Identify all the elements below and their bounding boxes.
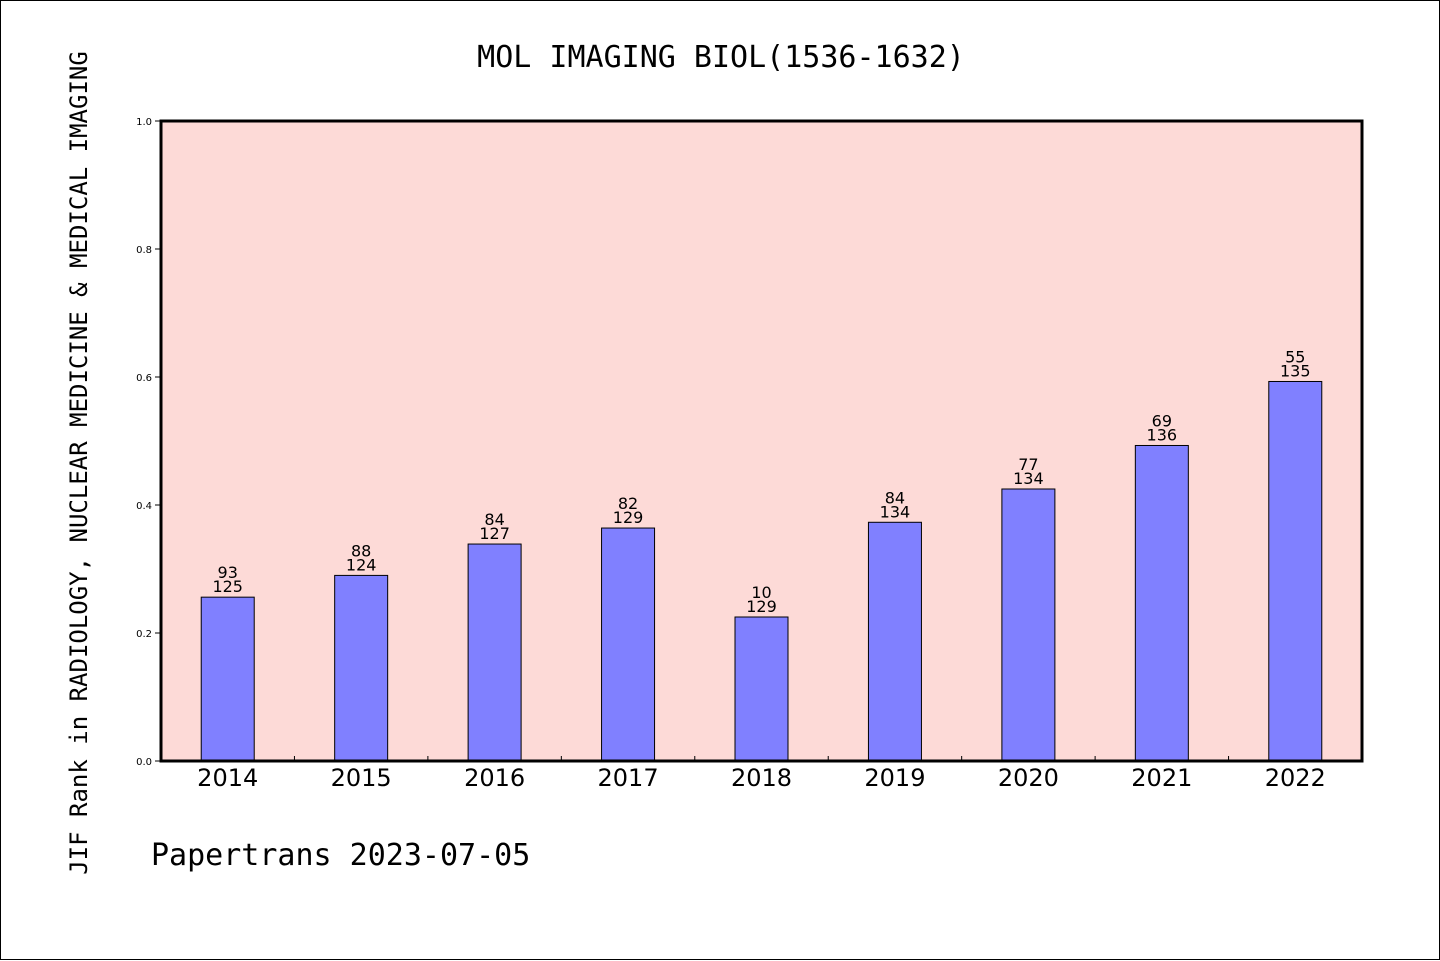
bar-rank-label: 84 bbox=[484, 510, 504, 529]
y-tick-label: 0.8 bbox=[136, 245, 152, 256]
y-axis-ticks: 0.0 0.2 0.4 0.6 0.8 1.0 bbox=[136, 117, 161, 768]
bar-2018 bbox=[734, 616, 789, 762]
y-tick-label: 1.0 bbox=[136, 117, 152, 128]
bar-labels-group: 9312588124841278212910129841347713469136… bbox=[212, 347, 1310, 616]
bar-total-label: 136 bbox=[1147, 425, 1178, 444]
x-tick-label: 2016 bbox=[464, 764, 525, 792]
x-tick-label: 2015 bbox=[331, 764, 392, 792]
footer-credit: Papertrans 2023-07-05 bbox=[151, 838, 530, 873]
y-tick-label: 0.0 bbox=[136, 757, 152, 768]
bar-2021 bbox=[1134, 444, 1189, 762]
y-tick-label: 0.6 bbox=[136, 373, 152, 384]
bar-rank-label: 77 bbox=[1018, 455, 1038, 474]
chart-title: MOL IMAGING BIOL(1536-1632) bbox=[477, 40, 965, 75]
bar-total-label: 134 bbox=[1013, 469, 1044, 488]
y-tick-label: 0.2 bbox=[136, 629, 152, 640]
x-tick-label: 2014 bbox=[197, 764, 258, 792]
bar-rank-label: 82 bbox=[618, 494, 638, 513]
x-tick-label: 2021 bbox=[1131, 764, 1192, 792]
bar-total-label: 134 bbox=[880, 502, 911, 521]
bar-2020 bbox=[1001, 488, 1056, 762]
bar-rank-label: 88 bbox=[351, 541, 371, 560]
y-axis-label: JIF Rank in RADIOLOGY, NUCLEAR MEDICINE … bbox=[65, 51, 93, 875]
bar-2016 bbox=[467, 543, 522, 762]
bar-2014 bbox=[200, 596, 255, 762]
bar-total-label: 129 bbox=[746, 597, 777, 616]
plot-border bbox=[159, 119, 1364, 763]
bar-rank-label: 84 bbox=[885, 488, 905, 507]
bar-total-label: 127 bbox=[479, 524, 510, 543]
bar-total-label: 135 bbox=[1280, 361, 1311, 380]
bar-rank-label: 69 bbox=[1152, 411, 1172, 430]
bar-rank-label: 93 bbox=[218, 563, 238, 582]
bar-total-label: 124 bbox=[346, 555, 377, 574]
bar-rank-label: 55 bbox=[1285, 347, 1305, 366]
bar-2015 bbox=[334, 574, 389, 762]
x-axis-ticks: 2014 2015 2016 2017 2018 2019 2020 2021 2022 bbox=[197, 756, 1326, 792]
x-tick-label: 2020 bbox=[998, 764, 1059, 792]
x-tick-label: 2022 bbox=[1265, 764, 1326, 792]
bar-total-label: 125 bbox=[212, 577, 243, 596]
y-tick-label: 0.4 bbox=[136, 501, 152, 512]
x-tick-label: 2018 bbox=[731, 764, 792, 792]
bar-total-label: 129 bbox=[613, 508, 644, 527]
bar-2022 bbox=[1268, 380, 1323, 762]
x-tick-label: 2019 bbox=[864, 764, 925, 792]
bar-2017 bbox=[601, 527, 656, 762]
bars-group bbox=[200, 380, 1323, 762]
x-tick-label: 2017 bbox=[598, 764, 659, 792]
bar-2019 bbox=[867, 521, 922, 762]
bar-rank-label: 10 bbox=[751, 583, 771, 602]
